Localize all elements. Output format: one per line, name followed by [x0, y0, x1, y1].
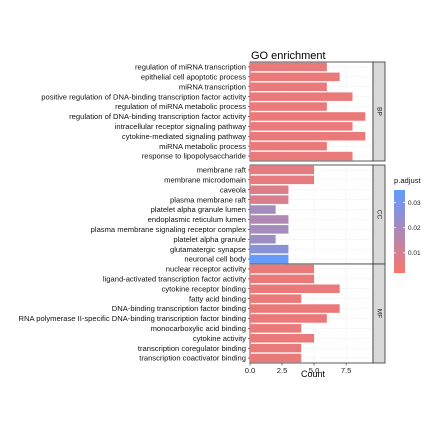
bar — [250, 215, 289, 224]
term-label: ligand-activated transcription factor ac… — [103, 274, 246, 283]
chart-panels: regulation of miRNA transcriptionepithel… — [19, 61, 386, 364]
term-label: miRNA transcription — [179, 82, 246, 91]
term-label: monocarboxylic acid binding — [151, 324, 246, 333]
term-label: plasma membrane raft — [170, 195, 247, 204]
term-label: caveola — [220, 185, 247, 194]
term-label: cytokine activity — [193, 334, 246, 343]
bar — [250, 165, 315, 175]
bar — [250, 324, 302, 333]
bar — [250, 284, 340, 294]
term-label: transcription coactivator binding — [139, 354, 246, 363]
facet-strip — [372, 263, 386, 364]
bar — [250, 314, 327, 323]
bar — [250, 82, 327, 92]
bar — [250, 102, 327, 111]
term-label: platelet alpha granule lumen — [151, 205, 246, 214]
legend-tick-label: 0.02 — [408, 225, 421, 232]
term-label: regulation of miRNA transcription — [135, 63, 246, 72]
term-label: membrane microdomain — [164, 175, 246, 184]
bar — [250, 62, 327, 72]
bar — [250, 72, 340, 82]
facet-label: CC — [375, 210, 382, 220]
term-label: positive regulation of DNA-binding trans… — [41, 92, 246, 101]
term-label: plasma membrane signaling receptor compl… — [91, 225, 247, 234]
bar — [250, 353, 302, 363]
term-label: RNA polymerase II-specific DNA-binding t… — [19, 314, 247, 323]
term-label: neuronal cell body — [184, 255, 246, 264]
bar — [250, 195, 289, 204]
bar — [250, 151, 353, 161]
term-label: platelet alpha granule — [173, 235, 246, 244]
term-label: nuclear receptor activity — [166, 265, 246, 274]
x-tick-label: 5.0 — [309, 366, 320, 375]
term-label: cytokine-mediated signaling pathway — [122, 132, 246, 141]
term-label: response to lipopolysaccharide — [142, 152, 246, 161]
bar — [250, 112, 366, 121]
legend-colorbar — [394, 190, 405, 273]
bar — [250, 254, 289, 264]
bar — [250, 343, 302, 353]
term-label: glutamatergic synapse — [170, 245, 246, 254]
facet-strip — [372, 61, 386, 162]
legend-tick-label: 0.03 — [408, 200, 421, 207]
term-label: transcription coregulator binding — [138, 344, 246, 353]
legend: p.adjust 0.03 0.02 0.01 — [394, 176, 421, 273]
x-axis: 0.0 2.5 5.0 7.5 — [245, 363, 352, 375]
bar — [250, 274, 315, 284]
x-tick-label: 2.5 — [277, 366, 288, 375]
facet-panel-mf: nuclear receptor activityligand-activate… — [19, 263, 386, 364]
term-label: fatty acid binding — [189, 294, 246, 303]
bar — [250, 225, 289, 234]
bar — [250, 333, 315, 343]
term-label: DNA-binding transcription factor binding — [112, 304, 246, 313]
bar — [250, 175, 315, 185]
facet-panel-bp: regulation of miRNA transcriptionepithel… — [41, 61, 386, 162]
term-label: regulation of miRNA metabolic process — [115, 102, 246, 111]
x-axis-label: Count — [301, 369, 326, 379]
bar — [250, 92, 353, 101]
bar — [250, 122, 353, 131]
legend-tick-label: 0.01 — [408, 250, 421, 257]
bar — [250, 185, 289, 195]
term-label: intracellular receptor signaling pathway — [115, 122, 246, 131]
term-label: endoplasmic reticulum lumen — [148, 215, 246, 224]
x-tick-label: 0.0 — [245, 366, 256, 375]
term-label: epithelial cell apoptotic process — [141, 72, 246, 81]
term-label: membrane raft — [197, 166, 247, 175]
facet-label: BP — [375, 107, 382, 116]
bar — [250, 264, 315, 274]
bar — [250, 234, 276, 244]
x-tick-label: 7.5 — [341, 366, 352, 375]
bar — [250, 244, 289, 254]
term-label: regulation of DNA-binding transcription … — [69, 112, 246, 121]
chart-title: GO enrichment — [251, 50, 326, 62]
legend-title: p.adjust — [394, 176, 421, 185]
bar — [250, 131, 366, 141]
term-label: miRNA metabolic process — [159, 142, 246, 151]
bar — [250, 304, 340, 313]
bar — [250, 141, 327, 151]
bar — [250, 294, 302, 303]
bar — [250, 205, 276, 214]
facet-label: MF — [375, 309, 382, 318]
term-label: cytokine receptor binding — [162, 284, 246, 293]
